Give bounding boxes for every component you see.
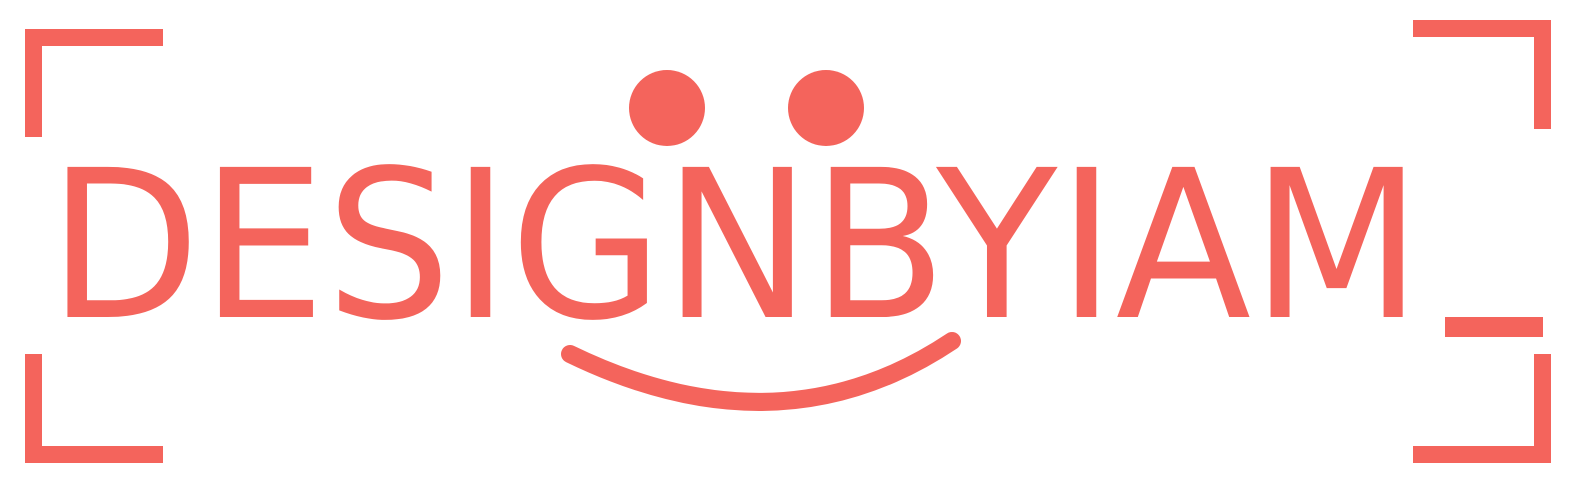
corner <box>1534 20 1551 129</box>
eyes <box>629 70 864 146</box>
eye <box>788 70 864 146</box>
corner <box>25 29 42 137</box>
logo-text: DESIGNBYIAM <box>48 126 1422 366</box>
smile <box>561 332 961 411</box>
corner <box>25 354 42 463</box>
underscore <box>1445 317 1543 337</box>
frame-corners <box>25 20 1551 463</box>
eye <box>629 70 705 146</box>
corner <box>25 446 163 463</box>
corner <box>1413 446 1551 463</box>
corner <box>1413 20 1551 37</box>
corner <box>25 29 163 46</box>
corner <box>1534 354 1551 463</box>
